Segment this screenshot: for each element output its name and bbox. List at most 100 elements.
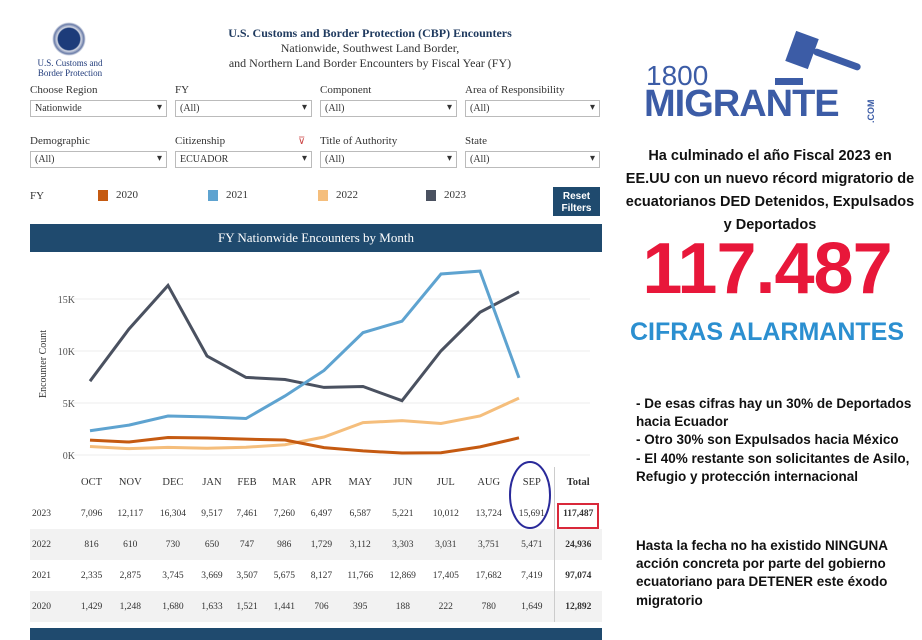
table-cell: 16,304 [159,508,186,519]
table-cell: 12,869 [389,570,416,581]
table-cell: 17,405 [432,570,459,581]
table-cell: 3,031 [435,539,457,550]
y-tick-label: 10K [58,347,76,358]
table-cell: 2,335 [80,570,103,581]
month-header: SEP [522,477,541,488]
table-cell: 986 [277,539,292,550]
table-cell: 6,497 [310,508,333,519]
legend-swatch [98,189,108,201]
intro-text: Ha culminado el año Fiscal 2023 en EE.UU… [625,148,915,233]
dashboard-title: U.S. Customs and Border Protection (CBP)… [228,26,512,40]
table-cell: 13,724 [475,508,502,519]
table-cell: 3,669 [201,570,223,581]
month-header: MAR [272,477,297,488]
filter-label-title-of-authority: Title of Authority [320,135,398,147]
table-cell: 3,751 [478,539,500,550]
table-cell: 15,691 [518,508,545,519]
table-cell: 5,471 [521,539,543,550]
series-line-2022[interactable] [89,396,520,451]
table-cell: 816 [84,539,99,550]
filter-label-fy: FY [175,84,190,96]
filter-clear-icon[interactable]: ⊽ [298,136,306,147]
filter-select-fy[interactable]: (All) [175,100,312,117]
filter-label-component: Component [320,84,372,96]
table-cell: 11,766 [347,570,374,581]
filter-select-choose-region[interactable]: Nationwide [30,100,167,117]
legend-item-label: 2022 [336,189,358,201]
legend-item-2021[interactable]: 2021 [208,189,248,201]
table-cell: 747 [239,539,255,550]
series-line-2021[interactable] [89,269,521,433]
y-tick-label: 15K [58,295,76,306]
filter-select-demographic[interactable]: (All) [30,151,167,168]
gavel-base-icon [775,78,803,85]
filter-select-state[interactable]: (All) [465,151,600,168]
month-header: AUG [477,477,501,488]
table-cell: 1,649 [521,601,543,612]
month-header: NOV [118,477,142,488]
month-header: DEC [162,477,184,488]
filter-select-citizenship[interactable]: ECUADOR [175,151,312,168]
legend-item-label: 2021 [226,189,248,201]
table-cell: 1,441 [273,601,295,612]
legend-item-label: 2020 [116,189,138,201]
row-total: 97,074 [553,560,602,591]
highlight-box-total [557,503,599,529]
logo-migrante: MIGRANTE [644,83,840,125]
table-cell: 730 [165,539,181,550]
table-cell: 3,112 [349,539,371,550]
table-cell: 222 [438,601,453,612]
month-header: MAY [348,477,372,488]
y-axis-label: Encounter Count [38,330,49,398]
big-number: 117.487 [642,229,892,309]
table-cell: 3,507 [236,570,258,581]
cbp-seal-logo [52,22,86,56]
filter-select-title-of-authority[interactable]: (All) [320,151,457,168]
month-header: FEB [237,477,257,488]
table-cell: 780 [481,601,496,612]
table-cell: 395 [353,601,368,612]
bullet-list: - De esas cifras hay un 30% de Deportado… [636,395,916,486]
legend-swatch [426,189,436,201]
table-row: 2020 1,429 1,248 1,680 1,633 1,521 1,441 706 395… [30,591,602,622]
bullet-item: - De esas cifras hay un 30% de Deportado… [636,396,912,430]
row-year: 2021 [32,570,51,581]
table-cell: 610 [123,539,138,550]
legend-item-2020[interactable]: 2020 [98,189,138,201]
highlight-circle-sep [509,461,551,529]
filter-select-area-of-responsibility[interactable]: (All) [465,100,600,117]
table-cell: 3,745 [162,570,184,581]
table-cell: 8,127 [310,570,333,581]
table-cell: 7,260 [273,508,295,519]
row-year: 2022 [32,539,51,550]
legend-item-2023[interactable]: 2023 [426,189,466,201]
next-chart-bar [30,628,602,640]
table-cell: 5,221 [392,508,414,519]
total-header: Total [553,467,602,498]
filter-label-choose-region: Choose Region [30,84,98,96]
table-cell: 1,429 [80,601,103,612]
table-cell: 9,517 [201,508,223,519]
y-tick-label: 0K [63,451,76,462]
series-line-2020[interactable] [89,436,520,455]
reset-filters-button[interactable]: Reset Filters [553,187,600,216]
month-header: APR [311,477,332,488]
agency-name: U.S. Customs and Border Protection [37,58,103,78]
logo-com: .COM [866,99,876,124]
bullet-item: - El 40% restante son solicitantes de As… [636,450,910,484]
table-cell: 5,675 [273,570,295,581]
table-corner [30,467,74,498]
table-cell: 706 [314,601,329,612]
table-cell: 7,096 [80,508,103,519]
legend-item-2022[interactable]: 2022 [318,189,358,201]
dashboard-subtitle-2: and Northern Land Border Encounters by F… [228,56,512,70]
table-cell: 12,117 [117,508,144,519]
row-total: 24,936 [553,529,602,560]
legend-item-label: 2023 [444,189,466,201]
filter-select-component[interactable]: (All) [320,100,457,117]
table-row: 2022 816 610 730 650 747 986 1,729 3,112 3,303 3,0… [30,529,602,560]
table-cell: 7,461 [236,508,258,519]
table-cell: 650 [204,539,220,550]
month-header: JAN [202,477,222,488]
table-cell: 1,248 [119,601,141,612]
